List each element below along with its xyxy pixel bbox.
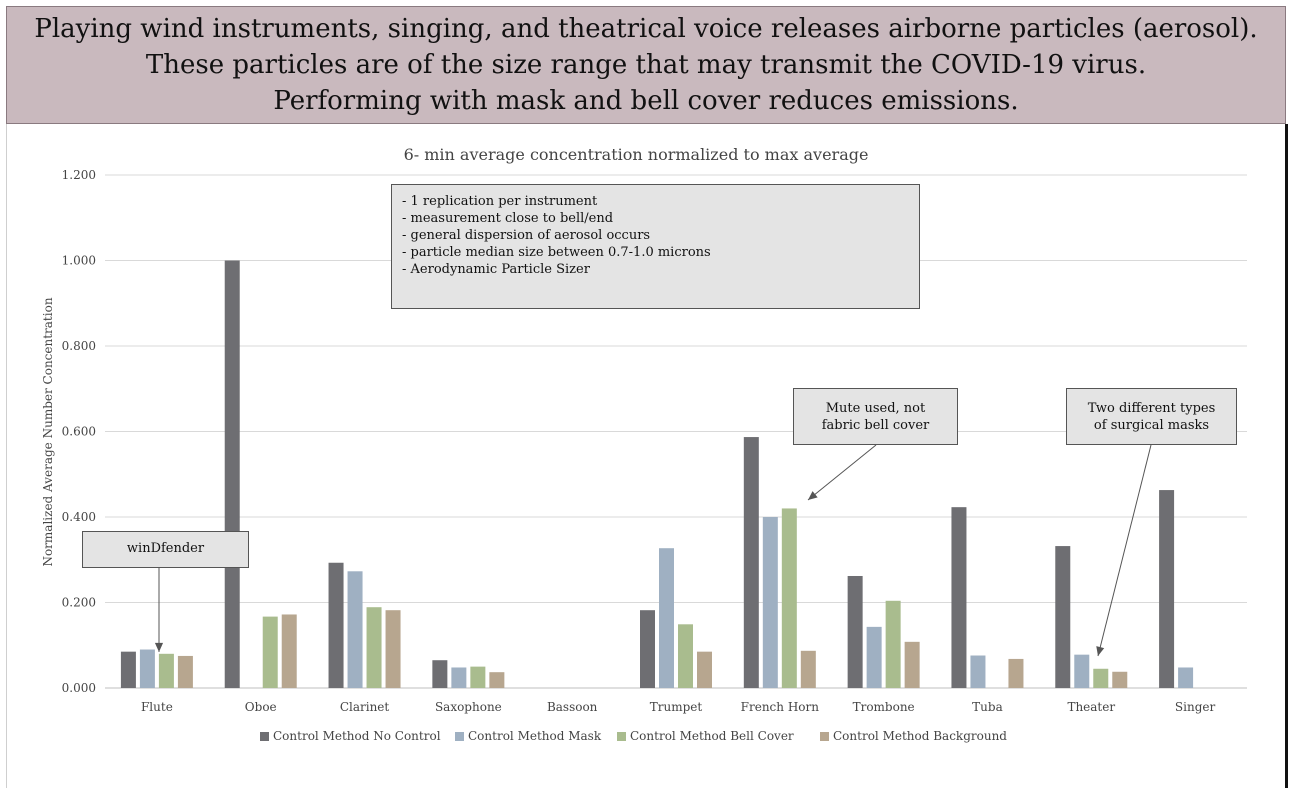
x-tick-label: Trombone [853,700,915,714]
bar [1178,667,1194,688]
bar [470,666,486,688]
bar [970,655,986,688]
bar [158,653,174,688]
legend-swatch [617,732,626,741]
y-tick-label: 1.000 [62,254,96,268]
masks-arrow-head [1096,646,1105,656]
bar [659,548,674,688]
y-tick-label: 0.600 [62,425,96,439]
x-tick-label: Oboe [245,700,277,714]
bar [1159,490,1175,688]
bar [781,508,797,688]
bar [385,610,401,688]
legend-label: Control Method No Control [273,729,441,743]
frame-right-border [1285,124,1288,788]
bar [678,624,693,688]
note-line: - general dispersion of aerosol occurs [402,228,651,243]
y-tick-label: 0.200 [62,596,96,610]
mute-arrow-head [808,491,818,500]
bar [177,655,193,688]
bar [347,571,363,688]
bar [432,660,448,688]
bar [120,651,136,688]
bar [224,260,240,688]
bar [451,667,467,688]
note-line: - measurement close to bell/end [402,211,614,226]
bar [697,651,712,688]
bar [743,437,759,688]
y-tick-label: 0.400 [62,510,96,524]
note-line: - Aerodynamic Particle Sizer [402,262,590,277]
y-axis-label: Normalized Average Number Concentration [41,297,55,566]
methodology-note-box: - 1 replication per instrument - measure… [391,184,920,309]
frame-left-border [6,124,7,788]
bar [1112,671,1128,688]
bar [1008,658,1024,688]
x-tick-label: Flute [141,700,173,714]
x-tick-label: Singer [1175,700,1216,714]
bar [1074,654,1090,688]
header-banner: Playing wind instruments, singing, and t… [6,6,1286,124]
bar [762,517,778,688]
masks-arrow [1097,444,1152,657]
x-tick-label: Tuba [972,700,1003,714]
mute-callout: Mute used, not fabric bell cover [793,388,958,445]
windfender-callout: winDfender [82,531,249,568]
legend-swatch [820,732,829,741]
bar [1093,668,1109,688]
mute-callout-line-2: fabric bell cover [821,418,930,433]
masks-callout-line-1: Two different types [1087,401,1216,416]
note-line: - particle median size between 0.7-1.0 m… [402,245,711,260]
bar [489,672,505,688]
banner-line-2: These particles are of the size range th… [145,50,1147,80]
masks-callout-line-2: of surgical masks [1093,418,1210,433]
masks-callout: Two different types of surgical masks [1066,388,1237,445]
x-tick-label: Bassoon [547,700,598,714]
legend-label: Control Method Mask [468,729,602,743]
legend-swatch [455,732,464,741]
bar [139,649,155,688]
bar [800,650,816,688]
mute-callout-line-1: Mute used, not [825,401,926,416]
legend-label: Control Method Background [833,729,1007,743]
x-tick-label: Trumpet [650,700,703,714]
windfender-callout-text: winDfender [126,541,205,556]
note-line: - 1 replication per instrument [402,194,598,209]
banner-line-1: Playing wind instruments, singing, and t… [34,14,1258,44]
x-tick-label: French Horn [741,700,820,714]
bar [366,607,382,688]
bar [1055,546,1071,688]
x-tick-label: Clarinet [340,700,390,714]
bar [328,562,344,688]
banner-line-3: Performing with mask and bell cover redu… [273,86,1019,116]
x-tick-label: Saxophone [435,700,502,714]
bar [281,614,297,688]
bar [847,575,863,688]
bar [866,626,882,688]
legend-swatch [260,732,269,741]
y-tick-label: 0.000 [62,681,96,695]
bar [951,507,967,688]
y-tick-label: 1.200 [62,168,96,182]
bar [885,600,901,688]
bar [262,616,278,688]
mute-arrow [807,444,877,501]
chart-title: 6- min average concentration normalized … [404,145,869,164]
y-tick-label: 0.800 [62,339,96,353]
windfender-arrow-head [154,642,164,652]
bar [640,610,655,688]
legend-label: Control Method Bell Cover [630,729,794,743]
x-tick-label: Theater [1067,700,1115,714]
bar [904,641,920,688]
